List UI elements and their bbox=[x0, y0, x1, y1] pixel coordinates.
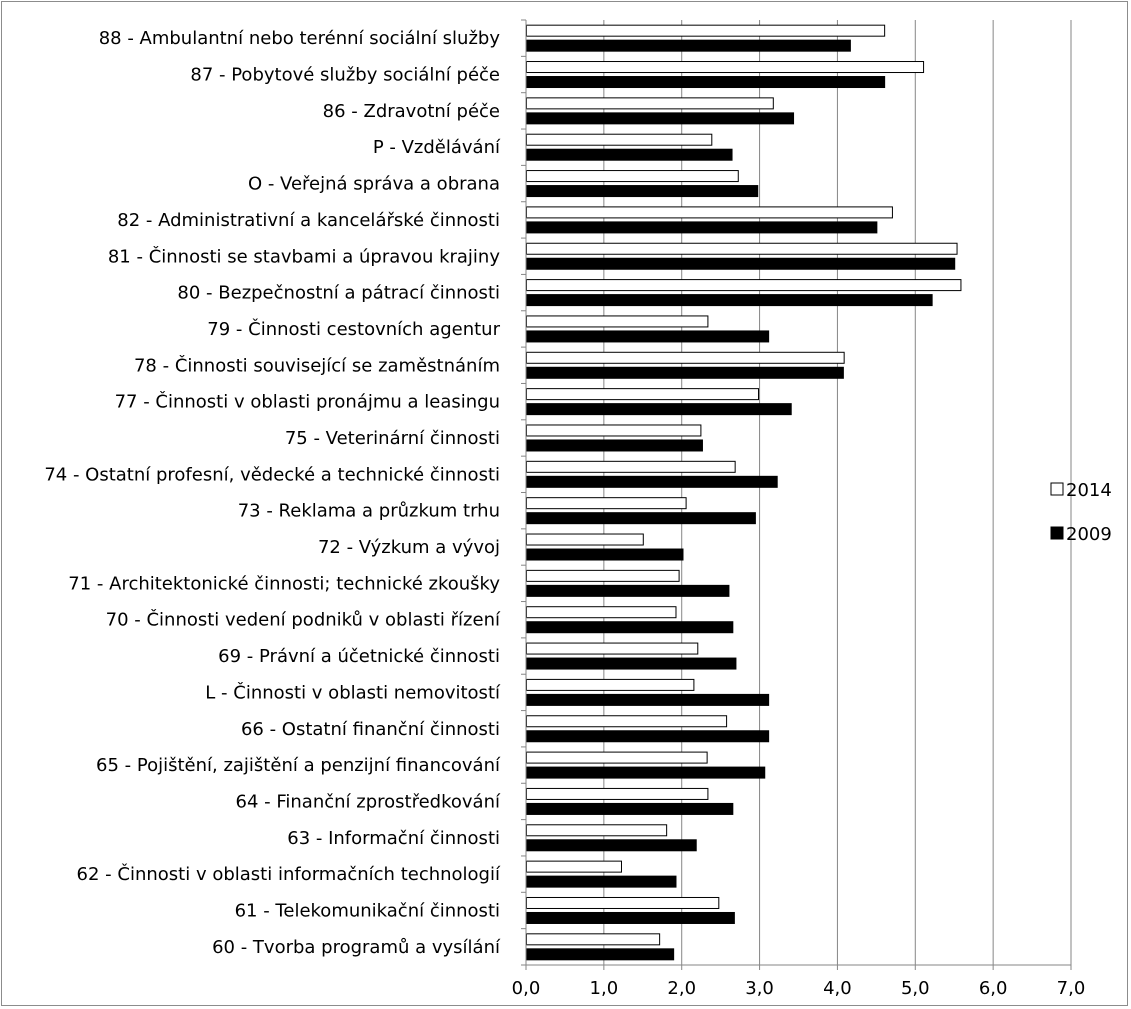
bar-2009-6 bbox=[526, 257, 956, 270]
legend: 2014 2009 bbox=[1050, 480, 1112, 545]
legend-swatch-2014 bbox=[1050, 482, 1064, 496]
bar-2009-0 bbox=[526, 39, 851, 52]
bar-2014-6 bbox=[526, 242, 958, 255]
category-label: 81 - Činnosti se stavbami a úpravou kraj… bbox=[108, 245, 500, 267]
category-labels: 88 - Ambulantní nebo terénní sociální sl… bbox=[44, 28, 501, 958]
bar-2009-15 bbox=[526, 584, 730, 597]
bar-2009-23 bbox=[526, 875, 677, 888]
bars-layer bbox=[526, 24, 962, 961]
category-label: 64 - Finanční zprostředkování bbox=[236, 791, 501, 812]
legend-label-2014: 2014 bbox=[1066, 480, 1112, 501]
category-label: 70 - Činnosti vedení podniků v oblasti ř… bbox=[106, 609, 501, 631]
x-tick-label: 1,0 bbox=[590, 978, 619, 999]
category-label: 72 - Výzkum a vývoj bbox=[318, 537, 500, 558]
category-label: 88 - Ambulantní nebo terénní sociální sl… bbox=[99, 28, 501, 49]
bar-2014-9 bbox=[526, 351, 845, 364]
bar-2014-24 bbox=[526, 896, 720, 909]
bar-2014-16 bbox=[526, 606, 677, 619]
bar-2009-8 bbox=[526, 330, 770, 343]
x-tick-label: 3,0 bbox=[745, 978, 774, 999]
x-tick-labels: 0,0 1,0 2,0 3,0 4,0 5,0 6,0 7,0 bbox=[512, 978, 1086, 999]
bar-2014-17 bbox=[526, 642, 699, 655]
category-label: 82 - Administrativní a kancelářské činno… bbox=[117, 210, 500, 231]
legend-swatch-2009 bbox=[1050, 526, 1064, 540]
x-tick-label: 4,0 bbox=[823, 978, 852, 999]
bar-2009-20 bbox=[526, 766, 766, 779]
bar-2014-20 bbox=[526, 751, 708, 764]
bar-2009-3 bbox=[526, 148, 733, 161]
bar-2014-10 bbox=[526, 388, 760, 401]
bar-2009-10 bbox=[526, 403, 792, 416]
category-label: 79 - Činnosti cestovních agentur bbox=[207, 318, 500, 340]
bar-2014-4 bbox=[526, 170, 739, 183]
bar-2009-5 bbox=[526, 221, 878, 234]
bar-2014-0 bbox=[526, 24, 886, 37]
bar-2014-12 bbox=[526, 460, 736, 473]
category-label: 65 - Pojištění, zajištění a penzijní fin… bbox=[96, 755, 501, 776]
bar-2009-25 bbox=[526, 948, 675, 961]
category-label: 77 - Činnosti v oblasti pronájmu a leasi… bbox=[115, 391, 500, 413]
bar-2009-12 bbox=[526, 475, 778, 488]
category-label: 87 - Pobytové služby sociální péče bbox=[190, 65, 500, 86]
bar-2009-2 bbox=[526, 112, 795, 125]
bar-2009-13 bbox=[526, 512, 756, 525]
category-label: O - Veřejná správa a obrana bbox=[248, 174, 500, 195]
category-label: 60 - Tvorba programů a vysílání bbox=[212, 937, 501, 958]
category-label: 69 - Právní a účetnické činnosti bbox=[218, 646, 500, 667]
bar-2014-2 bbox=[526, 97, 774, 110]
x-tick-label: 6,0 bbox=[979, 978, 1008, 999]
category-label: 73 - Reklama a průzkum trhu bbox=[238, 501, 500, 522]
bar-2009-4 bbox=[526, 185, 759, 198]
bar-2014-5 bbox=[526, 206, 893, 219]
bar-2009-19 bbox=[526, 730, 770, 743]
bar-2014-11 bbox=[526, 424, 702, 437]
bar-2009-9 bbox=[526, 366, 844, 379]
category-label: 80 - Bezpečnostní a pátrací činnosti bbox=[177, 283, 500, 304]
category-label: 75 - Veterinární činnosti bbox=[285, 428, 500, 449]
bar-2014-23 bbox=[526, 860, 622, 873]
bar-2014-13 bbox=[526, 497, 687, 510]
bar-2014-3 bbox=[526, 133, 713, 146]
bar-2009-22 bbox=[526, 839, 697, 852]
bar-2009-1 bbox=[526, 76, 886, 89]
grid-layer bbox=[603, 20, 1072, 965]
axis-layer bbox=[521, 19, 1072, 970]
bar-2014-7 bbox=[526, 279, 962, 292]
bar-2014-19 bbox=[526, 715, 728, 728]
category-label: 71 - Architektonické činnosti; technické… bbox=[68, 573, 500, 594]
bar-2014-18 bbox=[526, 678, 695, 691]
bar-2009-7 bbox=[526, 294, 933, 307]
category-label: L - Činnosti v oblasti nemovitostí bbox=[205, 681, 501, 703]
bar-2009-21 bbox=[526, 802, 734, 815]
bar-2009-24 bbox=[526, 911, 735, 924]
x-tick-label: 2,0 bbox=[667, 978, 696, 999]
bar-2009-16 bbox=[526, 621, 734, 634]
category-label: 78 - Činnosti související se zaměstnáním bbox=[134, 354, 500, 376]
category-label: 66 - Ostatní finanční činnosti bbox=[241, 719, 500, 740]
bar-2009-11 bbox=[526, 439, 703, 452]
category-label: 86 - Zdravotní péče bbox=[323, 101, 500, 122]
bar-2009-18 bbox=[526, 693, 770, 706]
category-label: P - Vzdělávání bbox=[373, 137, 501, 158]
bar-2009-17 bbox=[526, 657, 737, 670]
x-tick-label: 0,0 bbox=[512, 978, 541, 999]
bar-2014-15 bbox=[526, 569, 680, 582]
bar-2014-21 bbox=[526, 787, 709, 800]
bar-2014-14 bbox=[526, 533, 644, 546]
category-label: 62 - Činnosti v oblasti informačních tec… bbox=[77, 863, 501, 885]
bar-2009-14 bbox=[526, 548, 684, 561]
bar-2014-1 bbox=[526, 61, 925, 74]
bar-2014-8 bbox=[526, 315, 709, 328]
bar-2014-25 bbox=[526, 933, 661, 946]
x-tick-label: 7,0 bbox=[1057, 978, 1086, 999]
bar-2014-22 bbox=[526, 824, 668, 837]
category-label: 61 - Telekomunikační činnosti bbox=[235, 900, 500, 921]
category-label: 74 - Ostatní profesní, vědecké a technic… bbox=[44, 464, 500, 485]
category-label: 63 - Informační činnosti bbox=[287, 828, 500, 849]
x-tick-label: 5,0 bbox=[901, 978, 930, 999]
legend-label-2009: 2009 bbox=[1066, 524, 1112, 545]
